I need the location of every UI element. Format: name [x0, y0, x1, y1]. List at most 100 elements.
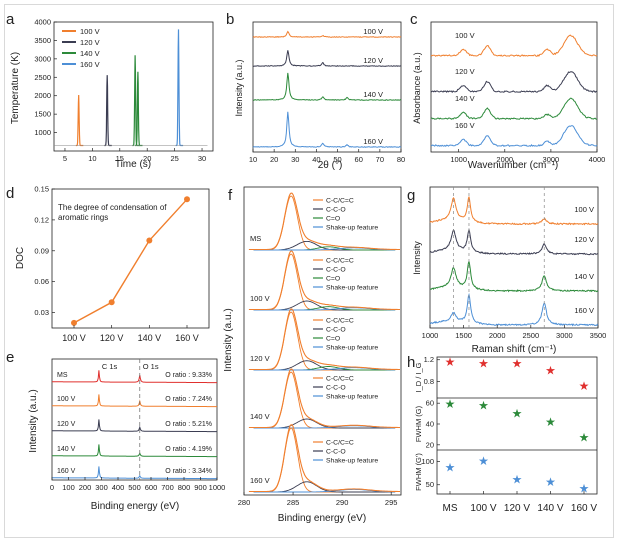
- panel-h-star-point: ★: [512, 407, 523, 421]
- panel-e-xtick-label: 200: [79, 483, 92, 492]
- panel-g-series-160V: [429, 292, 599, 327]
- figure-frame: [4, 4, 614, 538]
- panel-f-legend-label: C=O: [326, 216, 340, 223]
- panel-b-ylabel: Intensity (a.u.): [234, 59, 244, 116]
- panel-f-series-120V-component-0: [253, 311, 396, 371]
- panel-d-ytick-label: 0.03: [34, 308, 49, 317]
- panel-b-xlabel: 2θ (°): [318, 160, 343, 171]
- panel-a-axes: [53, 21, 214, 152]
- panel-e-series-140V: [52, 444, 217, 458]
- panel-c-xtick-label: 3000: [543, 155, 560, 164]
- panel-h-row2-ytick-label: 100: [421, 457, 434, 466]
- panel-f-legend-label: C-C-O: [326, 449, 346, 456]
- panel-h-star-point: ★: [579, 379, 590, 393]
- panel-a-legend-label: 120 V: [80, 38, 100, 47]
- panel-h-star-point: ★: [445, 461, 456, 475]
- panel-d-annotation: aromatic rings: [58, 213, 108, 222]
- panel-d-xtick-label: 100 V: [62, 333, 86, 343]
- panel-h-letter: h: [407, 354, 415, 371]
- panel-f-series-MS-component-0: [253, 195, 396, 251]
- panel-g-series-120V: [429, 227, 599, 256]
- panel-f-xlabel: Binding energy (eV): [278, 513, 366, 524]
- panel-c-letter: c: [410, 11, 418, 28]
- panel-e-xtick-label: 100: [62, 483, 75, 492]
- panel-h-star-point: ★: [545, 475, 556, 489]
- panel-h-xtick-label: 120 V: [504, 503, 530, 514]
- panel-f-series-label: 120 V: [250, 354, 270, 363]
- panel-g-axes: [429, 186, 599, 329]
- panel-a-ytick-label: 3000: [34, 54, 51, 63]
- panel-e-series-label: 100 V: [57, 396, 76, 403]
- panel-a-xlabel: Time (s): [115, 159, 151, 170]
- panel-c-xlabel: Wavenumber (cm⁻¹): [468, 160, 558, 171]
- panel-b-series-160V: [252, 111, 402, 148]
- panel-e-xtick-label: 400: [112, 483, 125, 492]
- panel-d-axes: [51, 188, 210, 329]
- panel-d-point: [146, 237, 153, 244]
- panel-a-ylabel: Temperature (K): [10, 52, 21, 124]
- panel-a-legend-label: 100 V: [80, 27, 100, 36]
- panel-h-row-ylabel: FWHM (G'): [414, 453, 423, 491]
- panel-d-xtick-label: 140 V: [138, 333, 162, 343]
- panel-e-peak-label: C 1s: [102, 362, 118, 371]
- panel-g-xtick-label: 3000: [556, 331, 573, 340]
- panel-f-series-100V-component-0: [253, 253, 396, 311]
- panel-a-ytick-label: 3500: [34, 36, 51, 45]
- panel-b-xtick-label: 20: [270, 155, 278, 164]
- panel-f-series-label: 160 V: [250, 476, 270, 485]
- panel-c-series-100V: [430, 34, 598, 57]
- panel-h-star-point: ★: [512, 473, 523, 487]
- panel-b-series-100V: [252, 30, 402, 38]
- panel-f-series-120V-envelope: [248, 308, 400, 371]
- panel-a-xtick-label: 25: [170, 154, 178, 163]
- panel-f-xtick-label: 295: [385, 498, 398, 507]
- panel-h-star-point: ★: [579, 431, 590, 445]
- panel-d-letter: d: [6, 185, 14, 202]
- panel-a-ytick-label: 1000: [34, 128, 51, 137]
- panel-d-line: [73, 198, 188, 324]
- panel-e-xtick-label: 700: [161, 483, 174, 492]
- panel-a-xtick-label: 30: [198, 154, 206, 163]
- panel-c-series-160V: [431, 125, 598, 148]
- panel-d-ytick-label: 0.12: [34, 215, 49, 224]
- panel-a-series-100V-pulse-0: [75, 94, 84, 147]
- panel-b-xtick-label: 50: [333, 155, 341, 164]
- panel-g-series-label: 100 V: [574, 205, 594, 214]
- panel-g-letter: g: [407, 187, 415, 204]
- panel-h-row1-ytick-label: 20: [426, 440, 434, 449]
- panel-g-series-140V: [429, 261, 599, 293]
- panel-e-series-label: MS: [57, 372, 68, 379]
- panel-g-ylabel: Intensity: [412, 241, 422, 275]
- panel-e-xtick-label: 300: [95, 483, 108, 492]
- panel-f-legend-label: C-C/C=C: [326, 376, 354, 383]
- panel-f-ylabel: Intensity (a.u.): [223, 308, 234, 371]
- panel-f-legend-label: C-C/C=C: [326, 198, 354, 205]
- panel-a-series-120V-pulse-0: [104, 75, 112, 147]
- panel-f-legend-label: C=O: [326, 276, 340, 283]
- panel-c-series-120V: [430, 71, 598, 94]
- panel-h-star-point: ★: [445, 397, 456, 411]
- panel-c-series-140V: [430, 97, 598, 121]
- panel-b-xtick-label: 70: [376, 155, 384, 164]
- panel-e-xtick-label: 500: [128, 483, 141, 492]
- panel-h-star-point: ★: [545, 364, 556, 378]
- panel-g-series-label: 140 V: [574, 272, 594, 281]
- panel-e-series-120V: [52, 419, 217, 433]
- panel-f-legend-label: Shake-up feature: [326, 458, 378, 465]
- panel-f-legend-label: Shake-up feature: [326, 225, 378, 232]
- panel-b-axes: [252, 21, 402, 153]
- panel-b-xtick-label: 40: [312, 155, 320, 164]
- panel-h-row-ylabel: I_D / I_G: [414, 362, 423, 392]
- panel-h-row0-ytick-label: 1.2: [424, 355, 434, 364]
- panel-a-letter: a: [6, 11, 15, 28]
- panel-f-series-160V-envelope: [248, 424, 400, 493]
- panel-a-xtick-label: 5: [63, 154, 67, 163]
- panel-d-ytick-label: 0.06: [34, 277, 49, 286]
- panel-d-point: [71, 319, 77, 326]
- panel-a-xtick-label: 10: [88, 154, 96, 163]
- panel-b-series-label: 140 V: [363, 90, 383, 99]
- panel-c-xtick-label: 1000: [450, 155, 467, 164]
- panel-f-xtick-label: 280: [238, 498, 251, 507]
- panel-f-legend-label: C-C/C=C: [326, 440, 354, 447]
- panel-f-legend-label: C-C-O: [326, 267, 346, 274]
